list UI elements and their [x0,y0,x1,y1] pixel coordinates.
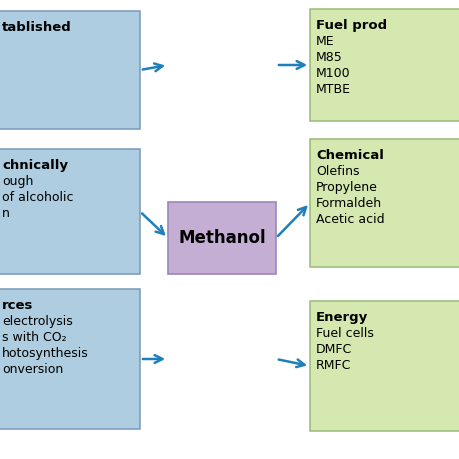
Text: Olefins: Olefins [316,165,359,178]
Bar [310,9,459,121]
Bar [0,11,140,129]
Text: n: n [2,207,10,220]
Text: Fuel cells: Fuel cells [316,327,374,340]
Bar [168,202,276,274]
Text: tablished: tablished [2,21,72,34]
Text: MTBE: MTBE [316,83,351,96]
Text: M85: M85 [316,51,343,64]
Text: M100: M100 [316,67,351,80]
Text: Acetic acid: Acetic acid [316,213,385,226]
Text: of alcoholic: of alcoholic [2,191,73,204]
Text: Energy: Energy [316,311,368,324]
Text: ME: ME [316,35,335,48]
Text: DMFC: DMFC [316,343,352,356]
Text: Propylene: Propylene [316,181,378,194]
Text: s with CO₂: s with CO₂ [2,331,67,344]
Bar [0,149,140,274]
Bar [0,289,140,429]
Text: ough: ough [2,175,34,188]
Text: hotosynthesis: hotosynthesis [2,347,89,360]
Text: chnically: chnically [2,159,68,172]
Text: Fuel prod: Fuel prod [316,19,387,32]
Text: rces: rces [2,299,34,312]
Text: Chemical: Chemical [316,149,384,162]
Bar [310,139,459,267]
Text: RMFC: RMFC [316,359,352,372]
Text: onversion: onversion [2,363,63,376]
Text: Formaldeh: Formaldeh [316,197,382,210]
Text: Methanol: Methanol [178,229,266,247]
Bar [310,301,459,431]
Text: electrolysis: electrolysis [2,315,73,328]
